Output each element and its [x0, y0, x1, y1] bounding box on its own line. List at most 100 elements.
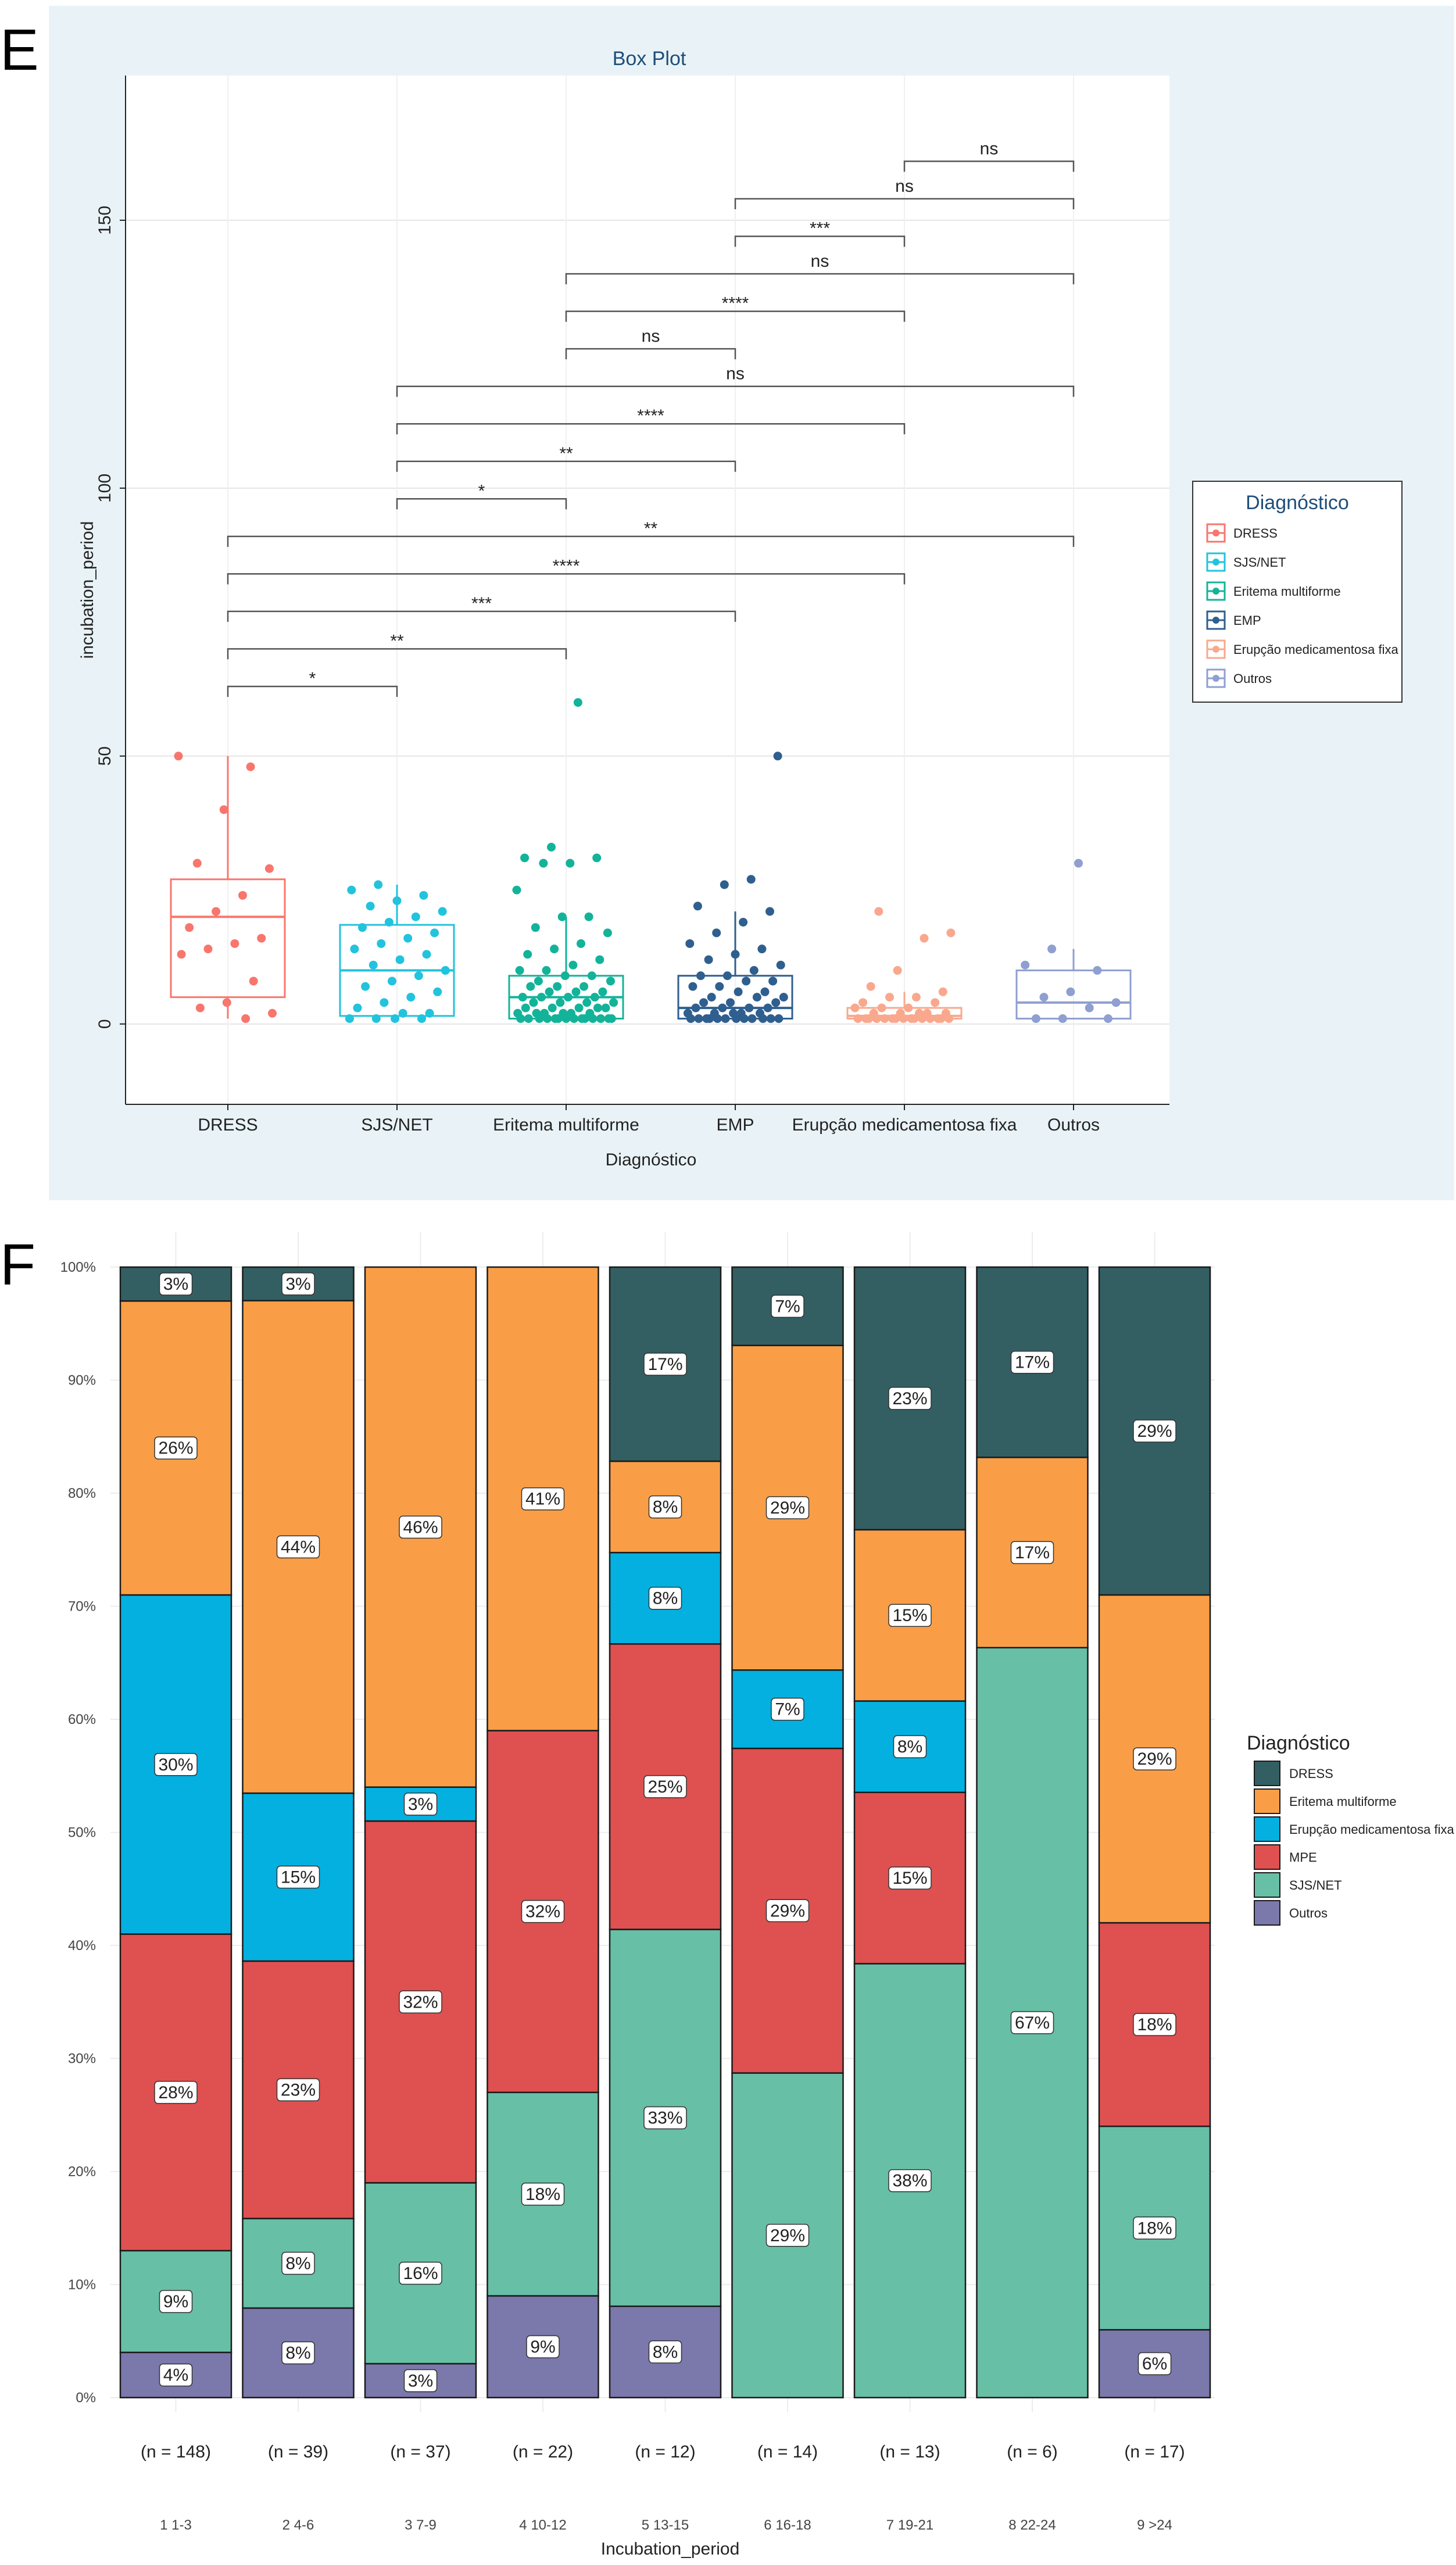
significance-label: **** — [553, 556, 580, 575]
stackedbar-y-tick-label: 70% — [68, 1599, 96, 1615]
data-point — [345, 1014, 354, 1023]
stackedbar-y-tick-label: 30% — [68, 2051, 96, 2067]
boxplot-y-ticks: 0 50 100 150 — [95, 206, 126, 1029]
data-label: 17% — [647, 1355, 682, 1374]
sample-count-label: (n = 37) — [390, 2442, 450, 2462]
data-point — [776, 960, 785, 970]
data-point — [219, 805, 228, 814]
data-point — [246, 762, 255, 771]
data-point — [739, 918, 748, 927]
data-label-box — [1010, 1350, 1054, 1374]
data-point — [268, 1008, 277, 1018]
data-point — [391, 1014, 400, 1023]
data-label-box — [276, 2078, 320, 2102]
data-label: 6% — [1142, 2355, 1167, 2374]
data-point — [739, 1014, 749, 1023]
data-point — [574, 1003, 584, 1013]
data-point — [920, 933, 929, 943]
legend-label-emp: EMP — [1233, 613, 1261, 628]
data-point — [765, 907, 774, 916]
data-point — [693, 901, 702, 911]
data-point — [584, 912, 593, 921]
data-label: 32% — [403, 1992, 438, 2012]
stackedbar-y-tick-label: 90% — [68, 1373, 96, 1389]
boxplot-x-tick-label: SJS/NET — [361, 1115, 432, 1135]
data-point — [766, 1014, 775, 1023]
data-point — [568, 960, 578, 970]
legend-key-dot — [1212, 617, 1219, 624]
data-point — [893, 966, 902, 975]
data-point — [230, 939, 239, 948]
significance-label: ns — [895, 177, 914, 196]
data-point — [731, 950, 740, 959]
data-label-box — [399, 1990, 442, 2013]
data-point — [1104, 1014, 1112, 1023]
stackedbar-x-tick-label: 4 10-12 — [519, 2517, 566, 2533]
data-point — [543, 1014, 552, 1023]
data-point — [380, 998, 389, 1007]
data-point — [685, 939, 695, 948]
data-point — [523, 950, 532, 959]
legend-key-sjs-net — [1254, 1872, 1280, 1898]
data-label: 9% — [163, 2292, 188, 2312]
data-label-box — [771, 1294, 804, 1318]
box-outros — [1015, 970, 1132, 1019]
data-point — [516, 1014, 525, 1023]
data-label: 16% — [403, 2264, 438, 2283]
data-point — [598, 987, 607, 996]
data-point — [550, 945, 559, 954]
boxplot-y-tick-label: 100 — [95, 474, 115, 503]
data-point — [361, 982, 370, 991]
boxplot-legend: Diagnóstico DRESS SJS/NET Eritema multifor… — [1192, 481, 1403, 703]
data-point — [526, 982, 535, 991]
data-point — [388, 976, 396, 986]
data-point — [264, 864, 274, 873]
data-point — [1021, 960, 1030, 970]
data-label: 15% — [281, 1868, 316, 1887]
data-point — [588, 1014, 598, 1023]
data-label-box — [399, 2262, 442, 2285]
significance-label: **** — [637, 406, 664, 425]
legend-key-eritema-multiforme — [1254, 1788, 1280, 1814]
box-dress — [170, 878, 286, 999]
data-label-box — [1133, 2216, 1176, 2240]
sample-count-label: (n = 6) — [1007, 2442, 1058, 2462]
data-label: 46% — [403, 1518, 438, 1537]
boxplot-legend-frame — [1192, 481, 1403, 703]
data-point — [441, 966, 450, 975]
data-point — [603, 928, 612, 938]
data-label-box — [403, 1793, 438, 1816]
data-label: 30% — [158, 1755, 193, 1775]
stackedbar-legend-title: Diagnóstico — [1247, 1732, 1350, 1754]
data-point — [512, 885, 521, 895]
data-point — [899, 1014, 908, 1023]
data-point — [524, 1014, 533, 1023]
data-point — [411, 912, 420, 921]
data-label: 3% — [408, 1795, 433, 1814]
data-label: 29% — [1137, 1750, 1172, 1769]
data-point — [347, 885, 356, 895]
legend-key-dot — [1212, 559, 1219, 566]
significance-label: ns — [811, 252, 829, 271]
data-label-box — [399, 1515, 442, 1539]
boxplot-y-tick-label: 0 — [95, 1019, 115, 1029]
legend-key-erup-o-medicamentosa-fixa — [1254, 1816, 1280, 1842]
data-point — [904, 1003, 913, 1013]
stackedbar-y-tick-label: 20% — [68, 2164, 96, 2180]
data-point — [353, 1003, 362, 1013]
data-point — [872, 1014, 881, 1023]
bar-segment-mpe — [119, 1933, 232, 2252]
data-point — [759, 1014, 768, 1023]
data-point — [377, 939, 386, 948]
sample-count-label: (n = 39) — [268, 2442, 328, 2462]
data-point — [686, 1014, 695, 1023]
data-point — [545, 987, 554, 996]
data-point — [241, 1014, 251, 1023]
data-point — [752, 993, 761, 1002]
stackedbar-legend-items: DRESS Eritema multiforme Erupção medicamen… — [1254, 1761, 1454, 1926]
data-point — [573, 698, 582, 707]
data-label: 3% — [408, 2371, 433, 2391]
significance-label: *** — [471, 594, 492, 613]
data-point — [771, 998, 781, 1007]
stackedbar-x-tick-label: 6 16-18 — [764, 2517, 811, 2533]
